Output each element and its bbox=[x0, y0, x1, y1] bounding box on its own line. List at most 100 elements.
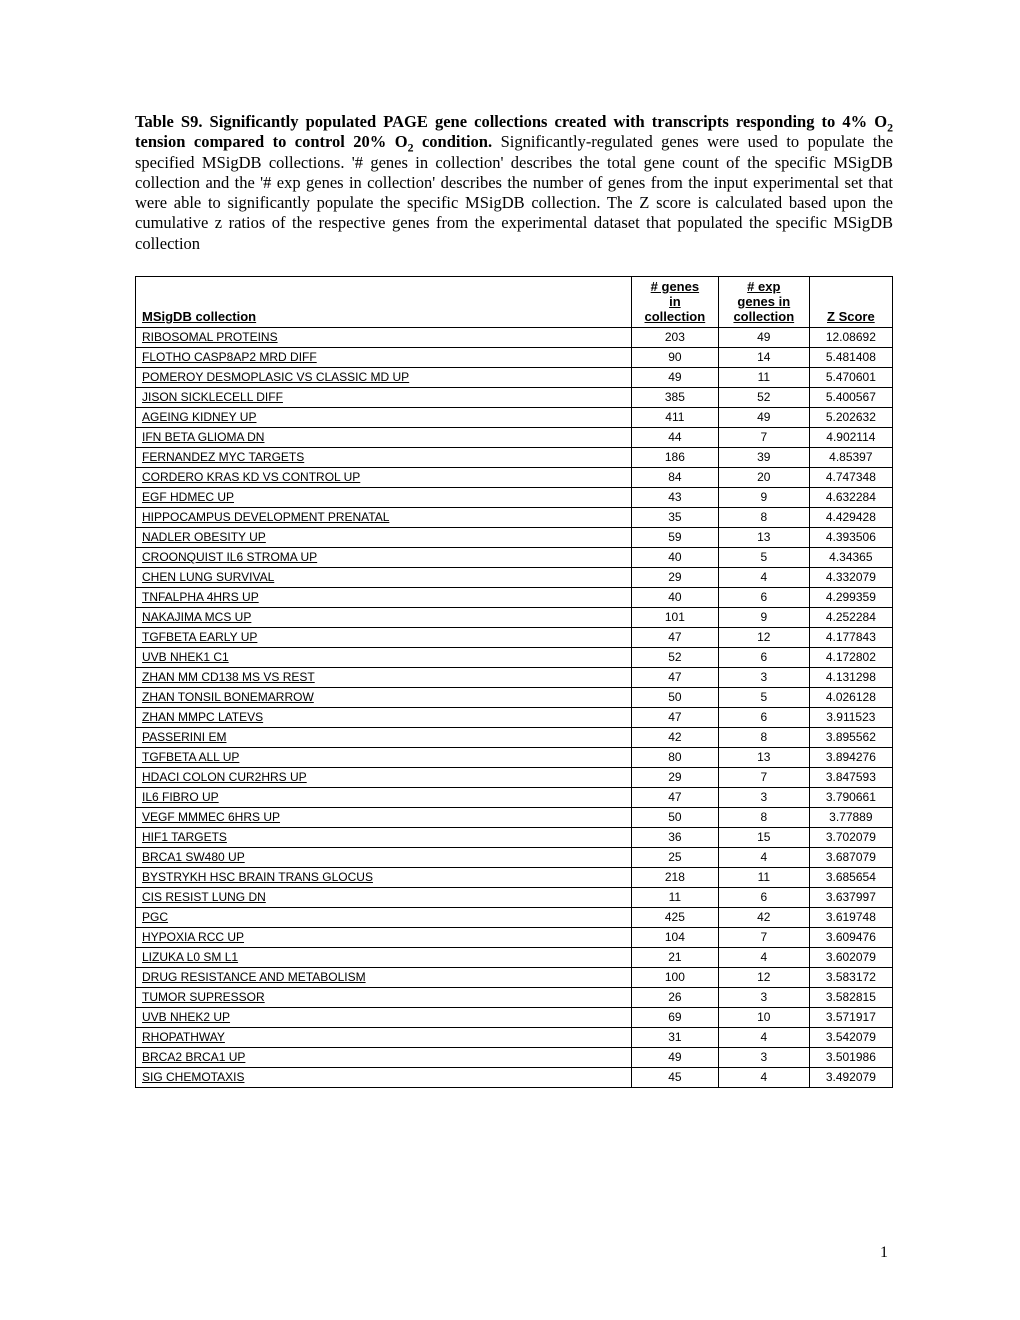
table-row: NADLER OBESITY UP59134.393506 bbox=[136, 527, 893, 547]
cell-genes: 40 bbox=[631, 547, 718, 567]
cell-collection: ZHAN TONSIL BONEMARROW bbox=[136, 687, 632, 707]
table-row: JISON SICKLECELL DIFF385525.400567 bbox=[136, 387, 893, 407]
table-row: ZHAN TONSIL BONEMARROW5054.026128 bbox=[136, 687, 893, 707]
cell-zscore: 4.393506 bbox=[809, 527, 892, 547]
cell-exp-genes: 49 bbox=[718, 327, 809, 347]
table-row: RHOPATHWAY3143.542079 bbox=[136, 1027, 893, 1047]
cell-genes: 11 bbox=[631, 887, 718, 907]
cell-exp-genes: 8 bbox=[718, 727, 809, 747]
cell-genes: 100 bbox=[631, 967, 718, 987]
cell-exp-genes: 6 bbox=[718, 587, 809, 607]
cell-zscore: 4.747348 bbox=[809, 467, 892, 487]
table-row: HIPPOCAMPUS DEVELOPMENT PRENATAL3584.429… bbox=[136, 507, 893, 527]
cell-genes: 101 bbox=[631, 607, 718, 627]
cell-exp-genes: 9 bbox=[718, 607, 809, 627]
cell-collection: BYSTRYKH HSC BRAIN TRANS GLOCUS bbox=[136, 867, 632, 887]
cell-genes: 203 bbox=[631, 327, 718, 347]
cell-collection: PGC bbox=[136, 907, 632, 927]
cell-zscore: 3.894276 bbox=[809, 747, 892, 767]
cell-genes: 385 bbox=[631, 387, 718, 407]
cell-collection: HIPPOCAMPUS DEVELOPMENT PRENATAL bbox=[136, 507, 632, 527]
cell-exp-genes: 5 bbox=[718, 687, 809, 707]
cell-genes: 43 bbox=[631, 487, 718, 507]
cell-collection: UVB NHEK2 UP bbox=[136, 1007, 632, 1027]
cell-zscore: 3.687079 bbox=[809, 847, 892, 867]
table-row: TGFBETA EARLY UP47124.177843 bbox=[136, 627, 893, 647]
cell-exp-genes: 11 bbox=[718, 367, 809, 387]
cell-exp-genes: 5 bbox=[718, 547, 809, 567]
cell-exp-genes: 3 bbox=[718, 787, 809, 807]
cell-genes: 47 bbox=[631, 707, 718, 727]
cell-genes: 29 bbox=[631, 567, 718, 587]
col-header-collection: MSigDB collection bbox=[136, 276, 632, 327]
table-row: ZHAN MMPC LATEVS4763.911523 bbox=[136, 707, 893, 727]
cell-zscore: 3.619748 bbox=[809, 907, 892, 927]
table-row: CROONQUIST IL6 STROMA UP4054.34365 bbox=[136, 547, 893, 567]
table-row: FERNANDEZ MYC TARGETS186394.85397 bbox=[136, 447, 893, 467]
cell-collection: NADLER OBESITY UP bbox=[136, 527, 632, 547]
cell-genes: 25 bbox=[631, 847, 718, 867]
table-row: ZHAN MM CD138 MS VS REST4734.131298 bbox=[136, 667, 893, 687]
cell-genes: 31 bbox=[631, 1027, 718, 1047]
cell-collection: TGFBETA ALL UP bbox=[136, 747, 632, 767]
cell-genes: 49 bbox=[631, 1047, 718, 1067]
col-header-exp-genes: # expgenes incollection bbox=[718, 276, 809, 327]
cell-collection: CROONQUIST IL6 STROMA UP bbox=[136, 547, 632, 567]
cell-genes: 44 bbox=[631, 427, 718, 447]
cell-collection: ZHAN MMPC LATEVS bbox=[136, 707, 632, 727]
table-row: RIBOSOMAL PROTEINS2034912.08692 bbox=[136, 327, 893, 347]
col-header-zscore: Z Score bbox=[809, 276, 892, 327]
cell-genes: 80 bbox=[631, 747, 718, 767]
cell-exp-genes: 20 bbox=[718, 467, 809, 487]
cell-exp-genes: 7 bbox=[718, 927, 809, 947]
cell-exp-genes: 4 bbox=[718, 1027, 809, 1047]
cell-zscore: 4.299359 bbox=[809, 587, 892, 607]
cell-genes: 45 bbox=[631, 1067, 718, 1087]
cell-collection: RHOPATHWAY bbox=[136, 1027, 632, 1047]
cell-genes: 21 bbox=[631, 947, 718, 967]
cell-zscore: 4.85397 bbox=[809, 447, 892, 467]
col-header-genes: # genesincollection bbox=[631, 276, 718, 327]
cell-genes: 47 bbox=[631, 627, 718, 647]
cell-collection: JISON SICKLECELL DIFF bbox=[136, 387, 632, 407]
table-row: UVB NHEK1 C15264.172802 bbox=[136, 647, 893, 667]
cell-zscore: 4.332079 bbox=[809, 567, 892, 587]
cell-exp-genes: 12 bbox=[718, 627, 809, 647]
cell-zscore: 4.026128 bbox=[809, 687, 892, 707]
cell-genes: 36 bbox=[631, 827, 718, 847]
cell-exp-genes: 13 bbox=[718, 527, 809, 547]
cell-exp-genes: 12 bbox=[718, 967, 809, 987]
table-row: TGFBETA ALL UP80133.894276 bbox=[136, 747, 893, 767]
cell-exp-genes: 7 bbox=[718, 427, 809, 447]
table-row: IFN BETA GLIOMA DN4474.902114 bbox=[136, 427, 893, 447]
cell-zscore: 3.702079 bbox=[809, 827, 892, 847]
table-row: AGEING KIDNEY UP411495.202632 bbox=[136, 407, 893, 427]
cell-exp-genes: 39 bbox=[718, 447, 809, 467]
cell-zscore: 5.202632 bbox=[809, 407, 892, 427]
cell-exp-genes: 8 bbox=[718, 507, 809, 527]
cell-collection: IFN BETA GLIOMA DN bbox=[136, 427, 632, 447]
table-row: BRCA1 SW480 UP2543.687079 bbox=[136, 847, 893, 867]
caption-bold-end: condition. bbox=[414, 132, 493, 151]
cell-genes: 47 bbox=[631, 667, 718, 687]
table-caption: Table S9. Significantly populated PAGE g… bbox=[135, 112, 893, 254]
cell-exp-genes: 13 bbox=[718, 747, 809, 767]
cell-collection: PASSERINI EM bbox=[136, 727, 632, 747]
table-row: SIG CHEMOTAXIS4543.492079 bbox=[136, 1067, 893, 1087]
table-row: CORDERO KRAS KD VS CONTROL UP84204.74734… bbox=[136, 467, 893, 487]
cell-collection: DRUG RESISTANCE AND METABOLISM bbox=[136, 967, 632, 987]
cell-zscore: 3.911523 bbox=[809, 707, 892, 727]
caption-bold-lead: Table S9. Significantly populated PAGE g… bbox=[135, 112, 887, 131]
cell-zscore: 3.582815 bbox=[809, 987, 892, 1007]
cell-collection: CIS RESIST LUNG DN bbox=[136, 887, 632, 907]
cell-zscore: 3.602079 bbox=[809, 947, 892, 967]
cell-genes: 40 bbox=[631, 587, 718, 607]
cell-exp-genes: 6 bbox=[718, 887, 809, 907]
cell-collection: TNFALPHA 4HRS UP bbox=[136, 587, 632, 607]
cell-genes: 411 bbox=[631, 407, 718, 427]
cell-collection: IL6 FIBRO UP bbox=[136, 787, 632, 807]
cell-zscore: 4.252284 bbox=[809, 607, 892, 627]
cell-exp-genes: 49 bbox=[718, 407, 809, 427]
cell-genes: 42 bbox=[631, 727, 718, 747]
table-row: HIF1 TARGETS36153.702079 bbox=[136, 827, 893, 847]
